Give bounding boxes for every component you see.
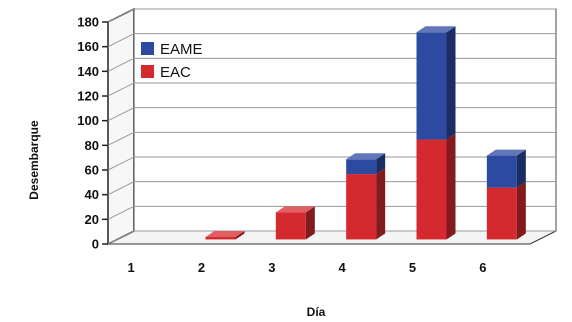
grid-line [107,230,556,245]
y-tick-label: 180 [77,15,99,30]
x-tick-labels: 1 2 3 4 5 6 [128,260,487,275]
y-tick-label: 80 [85,138,99,153]
grid-line [107,131,556,146]
bar-side [516,181,526,240]
back-wall [133,8,557,232]
bar-eac [486,181,526,240]
legend-item: EAME [141,41,203,58]
grid-line [107,8,556,23]
x-tick-label: 3 [268,260,275,275]
bar-front [346,174,377,240]
legend-item: EAC [141,64,191,81]
bar-front [486,187,517,240]
bar-eame [416,26,456,140]
y-tick-label: 20 [85,212,99,227]
y-tick-label: 0 [92,237,99,252]
bar-top [416,26,456,33]
legend-swatch [141,65,154,78]
bar-top [346,153,386,160]
x-tick-label: 6 [479,260,486,275]
bar-side [376,153,386,175]
bar-front [275,212,306,240]
grid-line [107,57,556,72]
bar-side [376,168,386,240]
grid-lines [102,8,556,245]
bar-front [416,139,447,240]
y-tick-label: 120 [77,89,99,104]
legend-label: EAC [160,64,191,81]
bar-eac [205,230,245,240]
bar-top [486,149,526,156]
bar-stack [416,26,456,240]
bar-stack [486,149,526,240]
y-tick-label: 140 [77,64,99,79]
bar-side [235,230,245,240]
bar-front [346,159,377,175]
grid-line [107,181,556,196]
bar-front [416,32,447,140]
y-tick-label: 60 [85,163,99,178]
bar-eame [486,149,526,188]
x-tick-label: 1 [128,260,135,275]
legend-label: EAME [160,41,203,58]
bar-eame [346,153,386,175]
bars [205,26,526,240]
legend-swatch [141,42,154,55]
y-axis-title: Desembarque [27,120,41,200]
bar-side [516,149,526,188]
bar-top [275,206,315,213]
x-tick-label: 5 [409,260,416,275]
bar-front [205,236,236,240]
bar-front [486,155,517,188]
y-tick-label: 40 [85,187,99,202]
bar-stack [275,206,315,240]
grid-line [107,82,556,97]
x-tick-label: 4 [339,260,347,275]
grid-line [107,107,556,122]
x-tick-label: 2 [198,260,205,275]
grid-line [107,33,556,48]
bar-eac [275,206,315,240]
bar-eac [346,168,386,240]
bar-side [305,206,315,240]
x-axis-title: Día [307,305,326,319]
bar-top [205,230,245,237]
bar-stack [205,230,245,240]
bar-side [446,133,456,240]
legend: EAME EAC [141,41,203,81]
y-tick-label: 160 [77,39,99,54]
bar-eac [416,133,456,240]
y-tick-labels: 0 20 40 60 80 100 120 140 160 180 [77,15,99,252]
bar-side [446,26,456,140]
bar-stack [346,153,386,240]
grid-line [107,205,556,220]
grid-line [107,156,556,171]
y-tick-label: 100 [77,113,99,128]
